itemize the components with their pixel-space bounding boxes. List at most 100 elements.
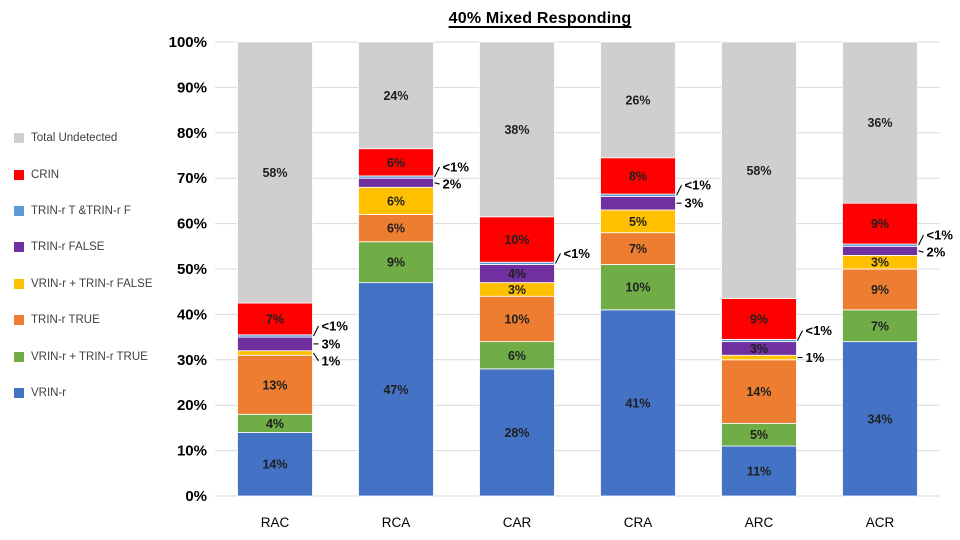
data-label: 24% — [383, 89, 408, 103]
bar-segment-RAC-0[interactable] — [237, 432, 313, 497]
data-label: 38% — [504, 123, 529, 137]
bar-segment-RCA-7[interactable] — [358, 41, 434, 150]
callout-label: 3% — [685, 196, 704, 211]
bar-segment-ACR-6[interactable] — [842, 202, 918, 245]
data-label: 10% — [625, 281, 650, 295]
bar-segment-RAC-7[interactable] — [237, 41, 313, 304]
x-axis-label: ACR — [866, 515, 895, 530]
data-label: 9% — [750, 312, 768, 326]
bar-segment-CAR-0[interactable] — [479, 368, 555, 497]
callout-leader — [313, 352, 319, 362]
y-axis-label: 0% — [185, 488, 207, 505]
bar-segment-RAC-3[interactable] — [237, 350, 313, 356]
data-label: 4% — [508, 267, 526, 281]
callout-label: <1% — [806, 323, 833, 338]
data-label: 14% — [262, 458, 287, 472]
callout-label: <1% — [322, 318, 349, 333]
bar-segment-ACR-7[interactable] — [842, 41, 918, 204]
bar-segment-CAR-1[interactable] — [479, 341, 555, 370]
data-label: 58% — [262, 166, 287, 180]
callout-leader — [434, 182, 440, 185]
data-label: 7% — [266, 312, 284, 326]
data-label: 10% — [504, 312, 529, 326]
chart-legend: Total Undetected CRIN TRIN-r T &TRIN-r F TR… — [14, 120, 209, 411]
legend-item-crin[interactable]: CRIN — [14, 156, 209, 192]
data-label: 7% — [871, 319, 889, 333]
bar-segment-CAR-7[interactable] — [479, 41, 555, 218]
bar-segment-ARC-6[interactable] — [721, 298, 797, 340]
callout-leader — [676, 184, 682, 196]
legend-swatch-icon — [14, 133, 24, 144]
bar-segment-RCA-0[interactable] — [358, 282, 434, 497]
bar-segment-RCA-2[interactable] — [358, 214, 434, 243]
callout-label: <1% — [685, 178, 712, 193]
bar-segment-RCA-3[interactable] — [358, 186, 434, 215]
data-label: 28% — [504, 426, 529, 440]
y-axis-label: 30% — [177, 352, 207, 369]
y-axis-label: 90% — [177, 79, 207, 96]
callout-leader — [797, 330, 803, 341]
bar-segment-ACR-4[interactable] — [842, 245, 918, 256]
chart-title[interactable]: 40% Mixed Responding — [448, 10, 632, 27]
legend-item-vrin-r[interactable]: VRIN-r — [14, 375, 209, 411]
data-label: 3% — [871, 256, 889, 270]
bar-segment-CAR-2[interactable] — [479, 295, 555, 343]
data-label: 14% — [746, 385, 771, 399]
y-axis-label: 20% — [177, 397, 207, 414]
legend-item-total-undetected[interactable]: Total Undetected — [14, 120, 209, 156]
callout-label: <1% — [564, 246, 591, 261]
legend-item-trin-r-true[interactable]: TRIN-r TRUE — [14, 302, 209, 338]
bar-segment-CRA-2[interactable] — [600, 232, 676, 265]
y-axis-label: 60% — [177, 216, 207, 233]
legend-swatch-icon — [14, 242, 24, 253]
bar-segment-ACR-1[interactable] — [842, 309, 918, 343]
bar-segment-RAC-4[interactable] — [237, 336, 313, 352]
legend-swatch-icon — [14, 205, 24, 216]
data-label: 6% — [508, 349, 526, 363]
bar-segment-ARC-2[interactable] — [721, 359, 797, 424]
legend-item-label: Total Undetected — [31, 132, 118, 145]
callout-label: 1% — [806, 350, 825, 365]
data-label: 13% — [262, 378, 287, 392]
bar-segment-CRA-7[interactable] — [600, 41, 676, 159]
legend-item-trin-r-t-trin-r-f[interactable]: TRIN-r T &TRIN-r F — [14, 193, 209, 229]
y-axis-label: 70% — [177, 170, 207, 187]
data-label: 6% — [387, 156, 405, 170]
callout-leader — [918, 234, 924, 246]
bar-segment-RCA-6[interactable] — [358, 148, 434, 177]
x-axis-label: CAR — [503, 515, 532, 530]
bar-segment-ARC-7[interactable] — [721, 41, 797, 299]
legend-item-vrin-r-trin-r-false[interactable]: VRIN-r + TRIN-r FALSE — [14, 266, 209, 302]
callout-label: 2% — [927, 245, 946, 260]
x-axis-label: RAC — [261, 515, 290, 530]
bar-segment-CRA-6[interactable] — [600, 157, 676, 195]
bar-segment-RCA-1[interactable] — [358, 241, 434, 284]
data-label: 6% — [387, 194, 405, 208]
legend-item-trin-r-false[interactable]: TRIN-r FALSE — [14, 229, 209, 265]
bar-segment-CRA-0[interactable] — [600, 309, 676, 497]
bar-segment-RAC-2[interactable] — [237, 354, 313, 415]
y-axis-label: 10% — [177, 443, 207, 460]
bar-segment-RCA-4[interactable] — [358, 177, 434, 188]
callout-label: 3% — [322, 336, 341, 351]
bar-segment-CAR-6[interactable] — [479, 216, 555, 263]
legend-item-vrin-r-trin-r-true[interactable]: VRIN-r + TRIN-r TRUE — [14, 338, 209, 374]
x-axis-label: ARC — [745, 515, 774, 530]
bar-segment-ACR-2[interactable] — [842, 268, 918, 311]
data-label: 7% — [629, 242, 647, 256]
bar-segment-CRA-1[interactable] — [600, 264, 676, 311]
data-label: 8% — [629, 169, 647, 183]
x-axis-label: CRA — [624, 515, 653, 530]
bar-segment-CRA-4[interactable] — [600, 195, 676, 211]
legend-swatch-icon — [14, 351, 24, 362]
data-label: 26% — [625, 93, 650, 107]
legend-item-label: TRIN-r TRUE — [31, 314, 100, 327]
legend-item-label: TRIN-r FALSE — [31, 241, 105, 254]
legend-item-label: VRIN-r + TRIN-r FALSE — [31, 277, 153, 290]
data-label: 3% — [508, 283, 526, 297]
callout-label: 1% — [322, 353, 341, 368]
callout-label: <1% — [927, 228, 954, 243]
y-axis-label: 80% — [177, 125, 207, 142]
data-label: 6% — [387, 222, 405, 236]
